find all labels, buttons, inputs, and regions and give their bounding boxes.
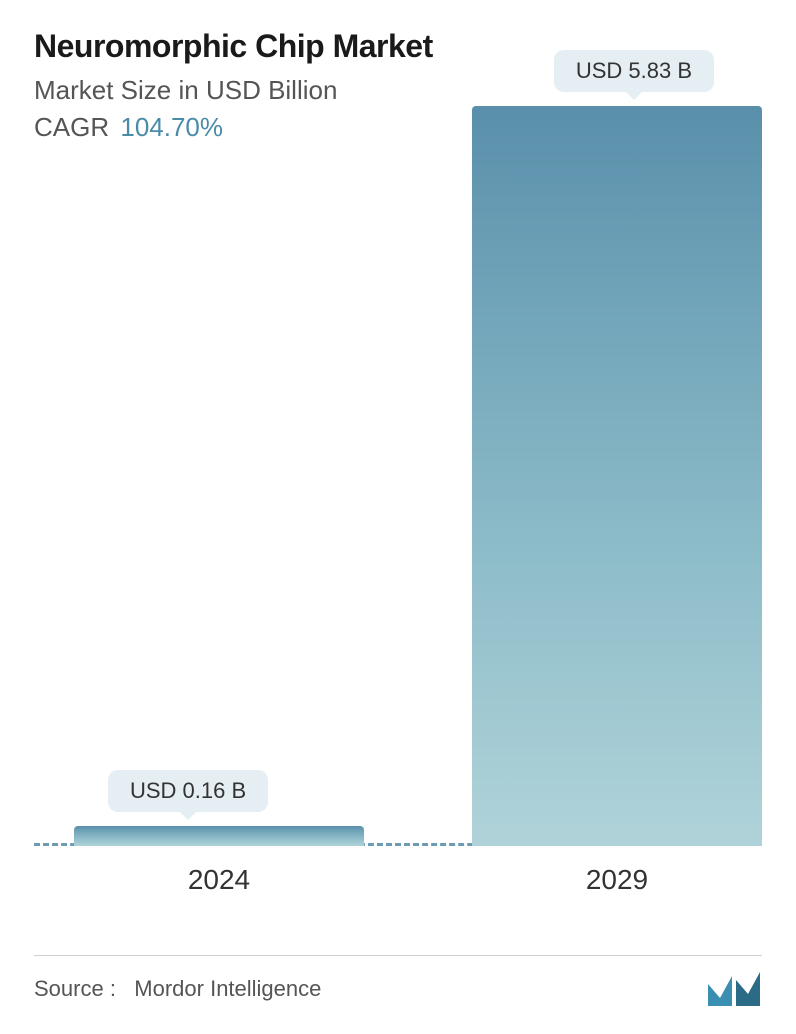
year-label-2024: 2024 bbox=[74, 864, 364, 896]
bar-2024 bbox=[74, 826, 364, 846]
year-label-2029: 2029 bbox=[472, 864, 762, 896]
bar-2029 bbox=[472, 106, 762, 846]
value-pill-2024: USD 0.16 B bbox=[108, 770, 268, 812]
footer: Source : Mordor Intelligence bbox=[34, 955, 762, 1008]
chart-area: USD 0.16 B 2024 USD 5.83 B 2029 bbox=[34, 110, 762, 914]
mordor-logo-icon bbox=[706, 970, 762, 1008]
value-pill-2029: USD 5.83 B bbox=[554, 50, 714, 92]
source-text: Source : Mordor Intelligence bbox=[34, 976, 321, 1002]
chart-container: Neuromorphic Chip Market Market Size in … bbox=[0, 0, 796, 1034]
source-name: Mordor Intelligence bbox=[134, 976, 321, 1001]
source-prefix: Source : bbox=[34, 976, 116, 1001]
